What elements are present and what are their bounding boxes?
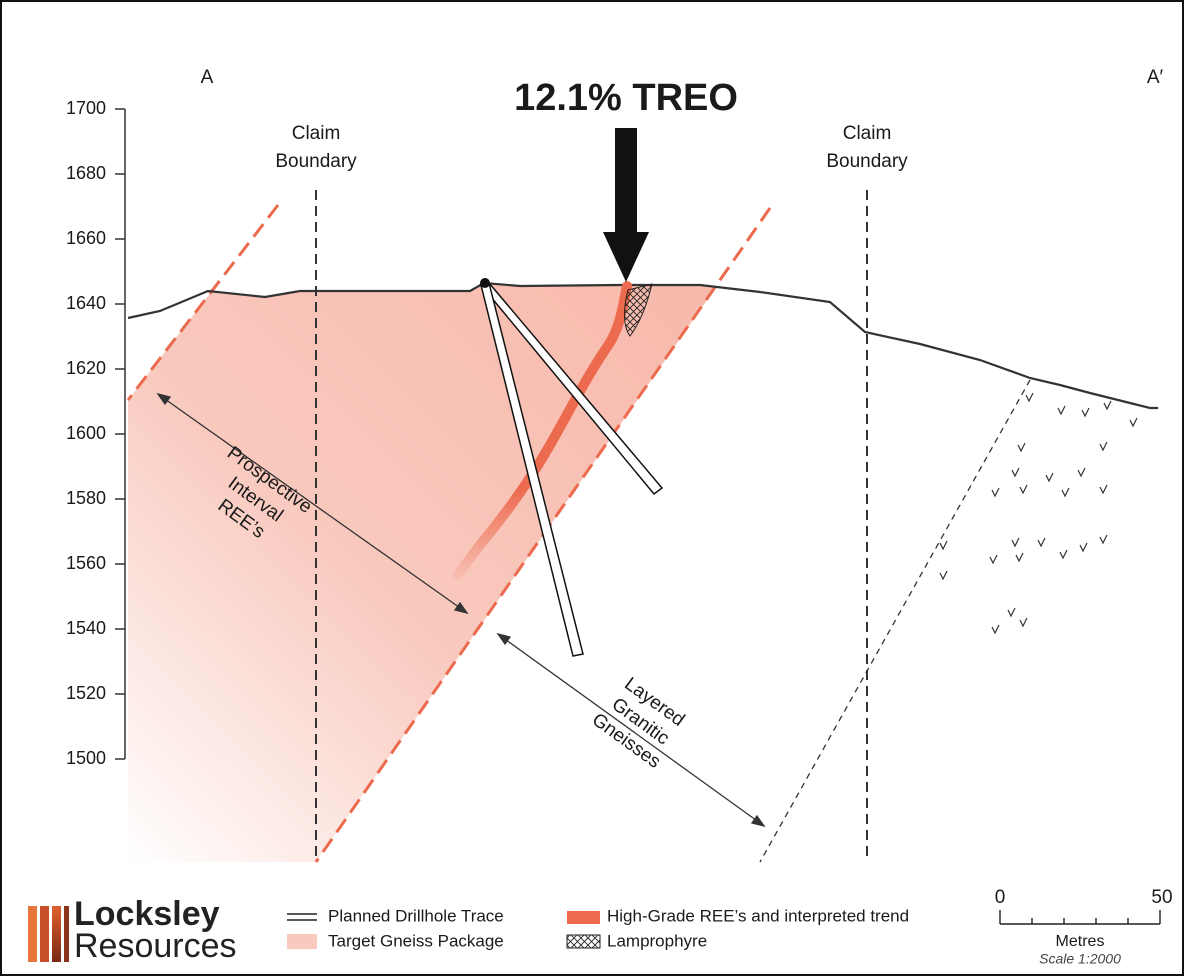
tick-label: 1600	[66, 423, 106, 443]
tick-label: 1680	[66, 163, 106, 183]
collar	[480, 278, 490, 288]
legend-swatch	[566, 934, 601, 949]
claim-label: Claim	[292, 123, 341, 144]
headline: 12.1% TREO	[514, 77, 738, 119]
tick-label: 1520	[66, 683, 106, 703]
logo: Locksley Resources	[28, 895, 237, 965]
tick-label: 1540	[66, 618, 106, 638]
elevation-ticks: 1500 1520 1540 1560 1580 1600 1620 1640 1660 1680…	[66, 98, 125, 768]
interval-arrow	[156, 392, 766, 828]
legend-swatch	[567, 911, 600, 924]
scale-unit: Metres	[1056, 933, 1105, 950]
headline-arrow	[603, 128, 649, 282]
logo-text: Resources	[74, 927, 237, 965]
tick-label: 1700	[66, 98, 106, 118]
legend-label: Lamprophyre	[607, 931, 707, 950]
legend-swatch	[287, 934, 317, 949]
tick-label: 1580	[66, 488, 106, 508]
tick-label: 1640	[66, 293, 106, 313]
legend-label: Target Gneiss Package	[328, 931, 504, 950]
dyke-symbols	[939, 392, 1138, 635]
tick-label: 1560	[66, 553, 106, 573]
logo-text: Locksley	[74, 895, 220, 933]
legend: Planned Drillhole Trace Target Gneiss Pa…	[287, 906, 909, 950]
claim-label: Boundary	[826, 151, 908, 172]
target-gneiss	[128, 283, 716, 862]
claim-label: Claim	[843, 123, 892, 144]
scale-bar: 0 50 Metres Scale 1:2000	[995, 887, 1173, 967]
contact-line	[126, 204, 280, 401]
scale-label: 50	[1151, 887, 1172, 908]
fault-line	[759, 379, 1031, 863]
tick-label: 1660	[66, 228, 106, 248]
lamprophyre	[624, 283, 653, 337]
tick-label: 1500	[66, 748, 106, 768]
legend-label: Planned Drillhole Trace	[328, 906, 504, 925]
section-end-label: A′	[1147, 67, 1164, 88]
scale-label: 0	[995, 887, 1006, 908]
high-grade-trend	[453, 281, 632, 580]
scale-note: Scale 1:2000	[1039, 951, 1121, 967]
topography	[127, 281, 1158, 410]
legend-label: High-Grade REE’s and interpreted trend	[607, 906, 909, 925]
section-end-label: A	[201, 67, 214, 88]
tick-label: 1620	[66, 358, 106, 378]
claim-label: Boundary	[275, 151, 357, 172]
